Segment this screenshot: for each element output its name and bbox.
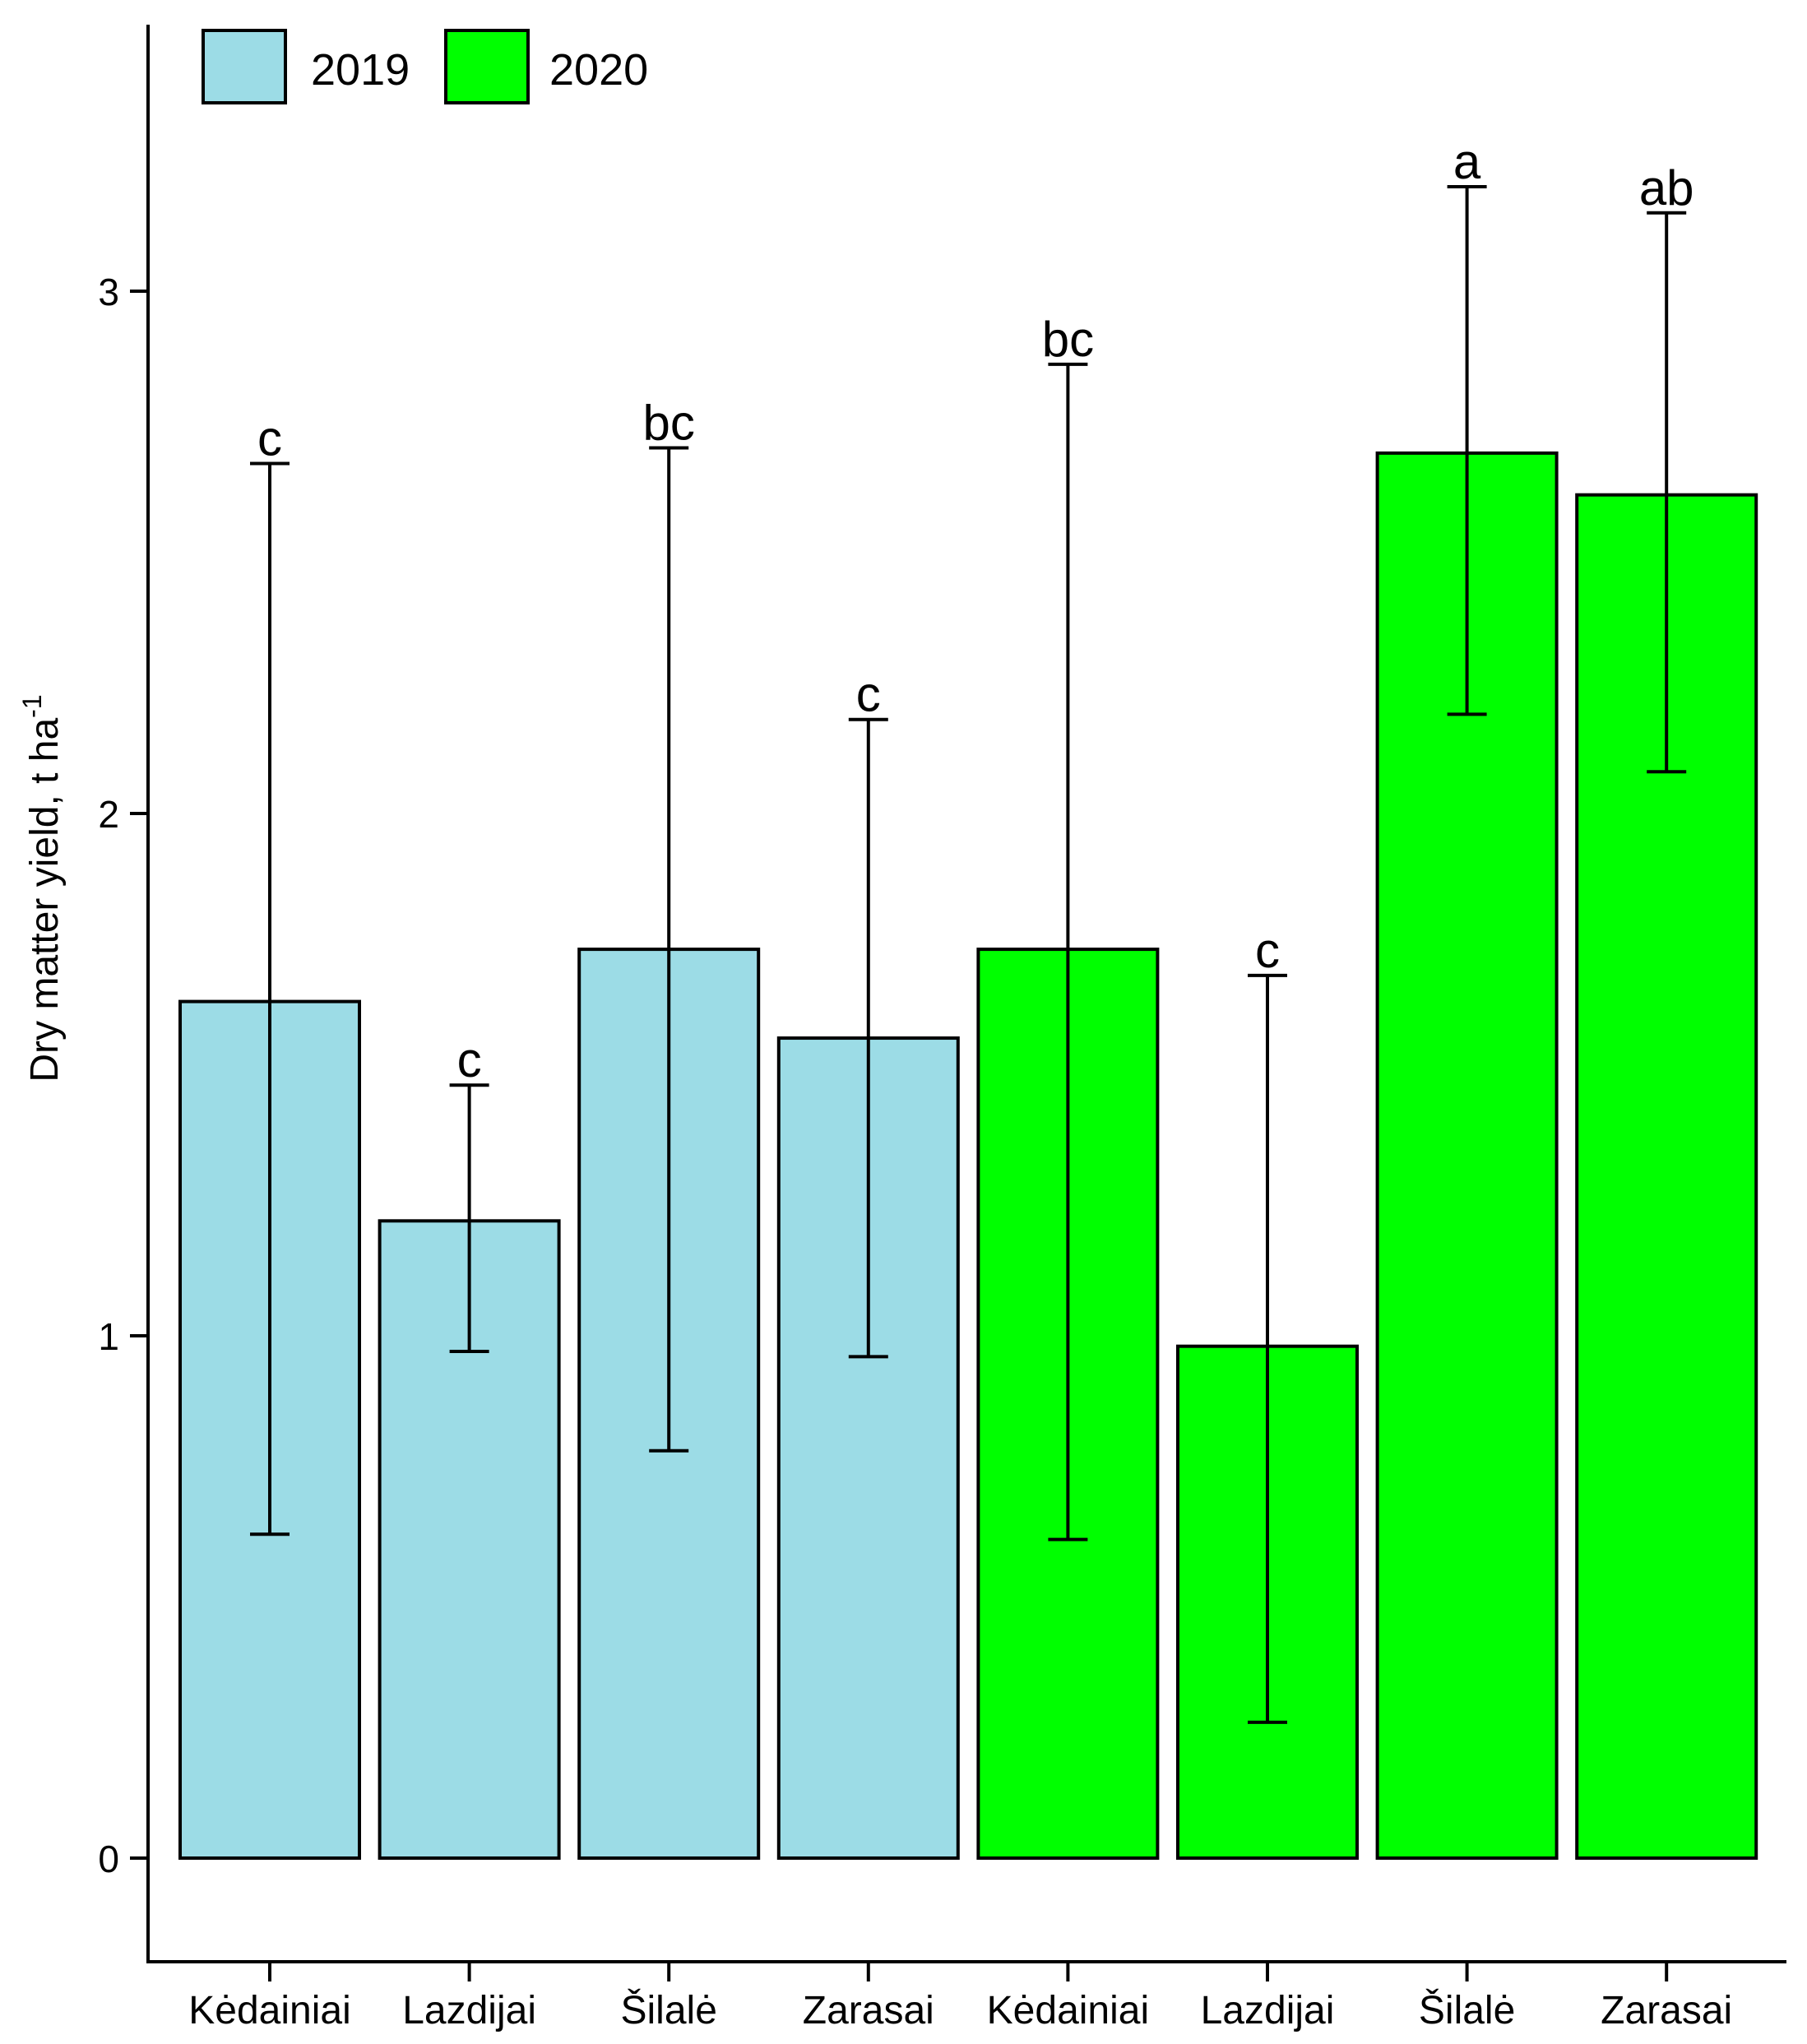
x-tick-label: Zarasai (1601, 1989, 1732, 2032)
x-ticks: Kėdainiai Lazdijai Šilalė Zarasai Kėdainiai L… (188, 1962, 1732, 2032)
y-ticks: 0 1 2 3 (98, 271, 148, 1880)
legend-label-2019: 2019 (311, 45, 410, 95)
legend-swatch-2019 (202, 29, 287, 104)
x-tick-label: Lazdijai (1201, 1989, 1335, 2032)
significance-label: bc (1042, 312, 1094, 367)
y-tick-label: 1 (98, 1315, 119, 1358)
significance-label: c (457, 1032, 482, 1087)
y-tick-label: 3 (98, 271, 119, 313)
legend-label-2020: 2020 (549, 45, 648, 95)
x-tick-label: Lazdijai (402, 1989, 536, 2032)
significance-labels: c c bc c bc c a ab (257, 134, 1694, 1087)
significance-label: bc (643, 396, 695, 451)
significance-label: ab (1639, 160, 1694, 216)
significance-label: c (1255, 923, 1280, 978)
significance-label: c (257, 411, 282, 466)
x-tick-label: Šilalė (1419, 1988, 1515, 2032)
legend: 2019 2020 (202, 29, 648, 104)
y-axis-label: Dry matter yield, t ha-1 (17, 694, 67, 1082)
y-tick-label: 2 (98, 793, 119, 836)
x-tick-label: Kėdainiai (188, 1989, 350, 2032)
legend-swatch-2020 (444, 29, 530, 104)
x-tick-label: Zarasai (803, 1989, 934, 2032)
significance-label: a (1453, 134, 1481, 189)
bars (178, 451, 1758, 1861)
significance-label: c (856, 667, 881, 722)
x-tick-label: Kėdainiai (987, 1989, 1149, 2032)
error-bars (250, 185, 1687, 1724)
y-tick-label: 0 (98, 1838, 119, 1880)
x-tick-label: Šilalė (620, 1988, 716, 2032)
